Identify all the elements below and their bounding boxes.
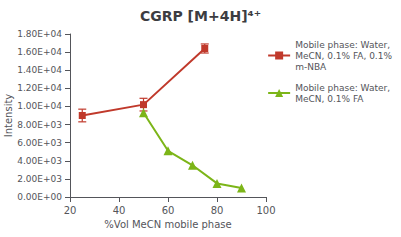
svg-text:4.00E+03: 4.00E+03 [17, 156, 62, 166]
svg-text:1.80E+04: 1.80E+04 [17, 29, 62, 39]
svg-text:1.00E+04: 1.00E+04 [17, 101, 62, 111]
svg-text:Mobile phase: Water,: Mobile phase: Water, [295, 40, 390, 50]
svg-text:1.40E+04: 1.40E+04 [17, 65, 62, 75]
svg-text:20: 20 [64, 205, 77, 216]
svg-text:80: 80 [211, 205, 224, 216]
svg-text:1.20E+04: 1.20E+04 [17, 83, 62, 93]
svg-text:100: 100 [256, 205, 275, 216]
svg-text:2.00E+03: 2.00E+03 [17, 174, 62, 184]
svg-text:Mobile phase: Water,: Mobile phase: Water, [295, 83, 390, 93]
svg-text:1.60E+04: 1.60E+04 [17, 47, 62, 57]
svg-text:m-NBA: m-NBA [295, 62, 327, 72]
svg-text:6.00E+03: 6.00E+03 [17, 138, 62, 148]
svg-text:MeCN, 0.1% FA: MeCN, 0.1% FA [295, 94, 364, 104]
svg-text:CGRP [M+4H]⁴⁺: CGRP [M+4H]⁴⁺ [140, 8, 261, 24]
svg-text:8.00E+03: 8.00E+03 [17, 120, 62, 130]
svg-text:60: 60 [162, 205, 175, 216]
svg-text:0.00E+00: 0.00E+00 [17, 192, 62, 202]
svg-text:Intensity: Intensity [3, 94, 14, 138]
svg-text:%Vol MeCN mobile phase: %Vol MeCN mobile phase [104, 219, 231, 230]
svg-text:40: 40 [113, 205, 126, 216]
svg-text:MeCN, 0.1% FA, 0.1%: MeCN, 0.1% FA, 0.1% [295, 51, 392, 61]
